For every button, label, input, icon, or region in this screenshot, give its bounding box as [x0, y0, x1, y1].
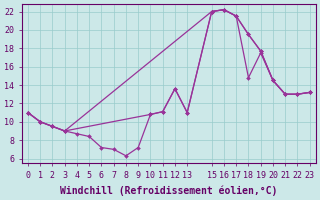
X-axis label: Windchill (Refroidissement éolien,°C): Windchill (Refroidissement éolien,°C)	[60, 185, 277, 196]
